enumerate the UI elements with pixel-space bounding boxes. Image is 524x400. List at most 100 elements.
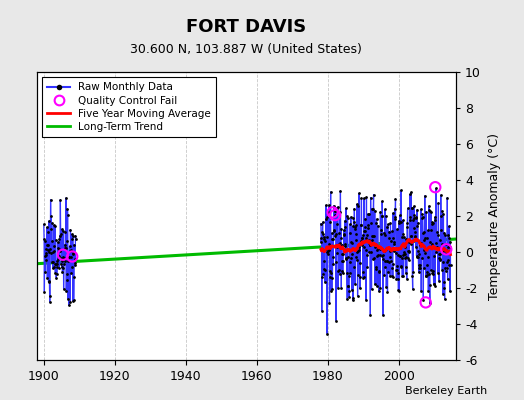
Point [333, 250, 342, 257]
Point [330, 202, 338, 209]
Point [428, 241, 436, 248]
Point [335, 230, 343, 236]
Point [405, 239, 413, 245]
Point [443, 265, 451, 272]
Point [58, 264, 66, 270]
Point [325, 268, 334, 275]
Point [406, 191, 414, 198]
Point [407, 233, 416, 240]
Point [340, 231, 348, 238]
Point [64, 254, 73, 260]
Point [339, 257, 347, 264]
Point [425, 281, 434, 288]
Point [419, 213, 427, 220]
Point [58, 226, 67, 232]
Point [342, 205, 350, 212]
Point [445, 244, 454, 250]
Point [380, 272, 388, 278]
Point [56, 233, 64, 239]
Point [51, 237, 60, 243]
Point [432, 240, 441, 246]
Point [352, 254, 360, 260]
Point [338, 267, 346, 274]
Point [320, 266, 329, 272]
Point [341, 218, 349, 224]
Point [42, 252, 50, 259]
Point [353, 201, 361, 207]
Point [319, 233, 328, 240]
Point [356, 285, 364, 292]
Point [347, 255, 356, 261]
Point [441, 232, 449, 239]
Point [361, 228, 369, 234]
Point [375, 288, 383, 294]
Point [354, 203, 363, 209]
Point [55, 265, 63, 272]
Point [358, 241, 366, 248]
Point [418, 215, 427, 221]
Point [50, 248, 58, 254]
Point [61, 245, 70, 252]
Point [318, 308, 326, 314]
Point [392, 267, 400, 274]
Point [408, 205, 416, 211]
Point [425, 300, 434, 306]
Point [380, 248, 388, 255]
Point [335, 241, 343, 248]
Point [65, 302, 73, 309]
Point [419, 230, 427, 236]
Point [362, 297, 370, 303]
Point [365, 237, 374, 243]
Point [348, 240, 356, 246]
Point [68, 264, 77, 270]
Point [424, 288, 432, 294]
Point [416, 250, 424, 257]
Point [344, 253, 352, 260]
Point [374, 222, 382, 229]
Point [363, 252, 371, 259]
Point [426, 239, 434, 246]
Point [431, 184, 440, 190]
Point [405, 257, 413, 264]
Point [382, 246, 390, 252]
Point [433, 246, 442, 252]
Point [370, 255, 378, 261]
Point [357, 238, 365, 244]
Point [421, 273, 430, 279]
Point [412, 222, 421, 229]
Point [49, 259, 57, 265]
Point [330, 232, 339, 239]
Point [326, 219, 334, 226]
Point [359, 244, 368, 250]
Point [66, 299, 74, 306]
Point [411, 215, 420, 221]
Point [373, 253, 381, 259]
Point [326, 274, 334, 280]
Point [443, 276, 452, 282]
Point [360, 195, 368, 201]
Point [339, 258, 347, 264]
Point [66, 247, 74, 254]
Point [388, 265, 396, 272]
Point [418, 242, 427, 248]
Point [57, 261, 66, 267]
Point [407, 189, 415, 196]
Point [353, 248, 362, 255]
Point [427, 209, 435, 216]
Point [444, 257, 452, 263]
Point [403, 224, 411, 230]
Point [59, 254, 67, 261]
Point [319, 271, 327, 277]
Point [63, 212, 72, 218]
Point [421, 235, 430, 241]
Point [366, 312, 375, 319]
Point [409, 268, 418, 275]
Point [388, 273, 397, 280]
Point [68, 253, 77, 260]
Point [444, 244, 452, 250]
Point [331, 208, 339, 214]
Point [329, 209, 337, 216]
Point [331, 212, 339, 218]
Point [61, 229, 70, 236]
Text: FORT DAVIS: FORT DAVIS [186, 18, 307, 36]
